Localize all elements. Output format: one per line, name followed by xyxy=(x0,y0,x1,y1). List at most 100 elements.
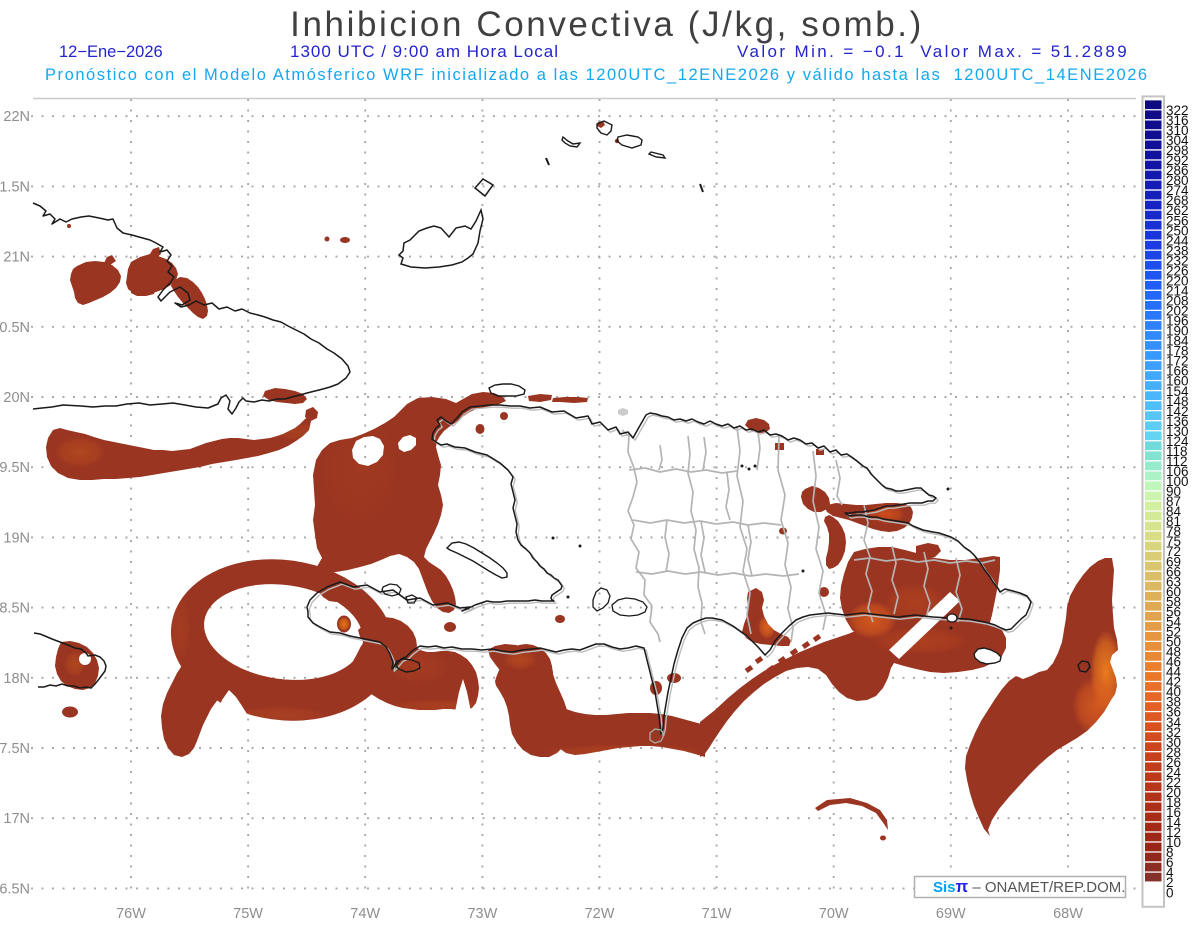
svg-text:220: 220 xyxy=(1166,273,1189,288)
svg-text:274: 274 xyxy=(1166,183,1189,198)
svg-text:316: 316 xyxy=(1166,113,1189,128)
svg-text:298: 298 xyxy=(1166,143,1189,158)
svg-text:12−Ene−2026: 12−Ene−2026 xyxy=(59,43,163,61)
svg-text:28: 28 xyxy=(1166,745,1181,760)
svg-text:32: 32 xyxy=(1166,725,1181,740)
svg-text:304: 304 xyxy=(1166,133,1189,148)
svg-text:124: 124 xyxy=(1166,434,1189,449)
svg-text:166: 166 xyxy=(1166,364,1189,379)
svg-text:214: 214 xyxy=(1166,284,1189,299)
svg-text:69: 69 xyxy=(1166,554,1181,569)
svg-text:0.5N: 0.5N xyxy=(0,320,30,336)
svg-text:20: 20 xyxy=(1166,785,1181,800)
svg-text:46: 46 xyxy=(1166,655,1181,670)
svg-text:Pronóstico con el Modelo Atmós: Pronóstico con el Modelo Atmósferico WRF… xyxy=(45,66,1149,84)
svg-text:6: 6 xyxy=(1166,855,1174,870)
svg-text:172: 172 xyxy=(1166,354,1189,369)
svg-text:18: 18 xyxy=(1166,795,1181,810)
svg-text:262: 262 xyxy=(1166,203,1189,218)
svg-text:14: 14 xyxy=(1166,815,1182,830)
svg-text:63: 63 xyxy=(1166,574,1181,589)
svg-text:196: 196 xyxy=(1166,314,1189,329)
svg-text:256: 256 xyxy=(1166,213,1189,228)
svg-text:6.5N: 6.5N xyxy=(0,881,30,897)
svg-text:4: 4 xyxy=(1166,865,1174,880)
svg-text:52: 52 xyxy=(1166,625,1181,640)
svg-text:1300 UTC / 9:00 am Hora Local: 1300 UTC / 9:00 am Hora Local xyxy=(290,42,559,61)
svg-text:75W: 75W xyxy=(233,906,263,922)
svg-text:70W: 70W xyxy=(819,906,849,922)
svg-text:76W: 76W xyxy=(116,906,146,922)
svg-text:8: 8 xyxy=(1166,845,1174,860)
svg-text:Inhibicion Convectiva (J/kg, s: Inhibicion Convectiva (J/kg, somb.) xyxy=(290,5,924,44)
svg-text:184: 184 xyxy=(1166,334,1189,349)
svg-text:72W: 72W xyxy=(585,906,615,922)
svg-text:81: 81 xyxy=(1166,514,1181,529)
svg-text:292: 292 xyxy=(1166,153,1189,168)
svg-text:130: 130 xyxy=(1166,424,1189,439)
svg-text:54: 54 xyxy=(1166,615,1182,630)
svg-text:30: 30 xyxy=(1166,735,1181,750)
svg-text:7.5N: 7.5N xyxy=(0,741,30,757)
svg-text:118: 118 xyxy=(1166,444,1188,459)
svg-text:17N: 17N xyxy=(3,811,30,827)
svg-text:36: 36 xyxy=(1166,705,1181,720)
svg-text:40: 40 xyxy=(1166,685,1181,700)
svg-text:50: 50 xyxy=(1166,635,1181,650)
svg-text:268: 268 xyxy=(1166,193,1189,208)
svg-text:142: 142 xyxy=(1166,404,1189,419)
svg-text:Valor Min. = −0.1 Valor Max.: Valor Min. = −0.1 Valor Max. = 51.2889 xyxy=(737,42,1129,61)
svg-text:226: 226 xyxy=(1166,263,1189,278)
svg-text:310: 310 xyxy=(1166,123,1189,138)
svg-text:22: 22 xyxy=(1166,775,1181,790)
svg-text:58: 58 xyxy=(1166,594,1181,609)
svg-text:21N: 21N xyxy=(3,250,30,266)
svg-text:1.5N: 1.5N xyxy=(0,179,30,195)
svg-text:160: 160 xyxy=(1166,374,1189,389)
svg-text:9.5N: 9.5N xyxy=(0,460,30,476)
svg-text:178: 178 xyxy=(1166,344,1189,359)
svg-text:148: 148 xyxy=(1166,394,1189,409)
svg-text:Sisπ – ONAMET/REP.DOM.: Sisπ – ONAMET/REP.DOM. xyxy=(933,878,1125,896)
svg-text:56: 56 xyxy=(1166,604,1181,619)
svg-text:68W: 68W xyxy=(1053,906,1083,922)
svg-text:100: 100 xyxy=(1166,474,1189,489)
svg-text:202: 202 xyxy=(1166,304,1189,319)
svg-text:90: 90 xyxy=(1166,484,1181,499)
svg-text:250: 250 xyxy=(1166,223,1189,238)
svg-text:190: 190 xyxy=(1166,324,1189,339)
svg-text:208: 208 xyxy=(1166,294,1189,309)
svg-text:44: 44 xyxy=(1166,665,1182,680)
svg-text:20N: 20N xyxy=(3,390,30,406)
svg-text:24: 24 xyxy=(1166,765,1182,780)
svg-text:87: 87 xyxy=(1166,494,1181,509)
svg-text:71W: 71W xyxy=(702,906,732,922)
svg-text:286: 286 xyxy=(1166,163,1189,178)
svg-text:72: 72 xyxy=(1166,544,1181,559)
svg-text:22N: 22N xyxy=(3,109,30,125)
svg-text:74W: 74W xyxy=(350,906,380,922)
svg-text:19N: 19N xyxy=(3,530,30,546)
svg-text:238: 238 xyxy=(1166,243,1189,258)
svg-text:42: 42 xyxy=(1166,675,1181,690)
svg-text:322: 322 xyxy=(1166,103,1189,118)
svg-text:18N: 18N xyxy=(3,671,30,687)
svg-text:48: 48 xyxy=(1166,645,1181,660)
svg-text:38: 38 xyxy=(1166,695,1181,710)
svg-text:2: 2 xyxy=(1166,875,1174,890)
svg-text:106: 106 xyxy=(1166,464,1189,479)
svg-text:75: 75 xyxy=(1166,534,1181,549)
svg-text:66: 66 xyxy=(1166,564,1181,579)
svg-text:154: 154 xyxy=(1166,384,1189,399)
svg-text:136: 136 xyxy=(1166,414,1189,429)
svg-text:232: 232 xyxy=(1166,253,1189,268)
svg-text:84: 84 xyxy=(1166,504,1182,519)
svg-text:10: 10 xyxy=(1166,835,1181,850)
svg-text:12: 12 xyxy=(1166,825,1181,840)
svg-text:16: 16 xyxy=(1166,805,1181,820)
svg-text:112: 112 xyxy=(1166,454,1188,469)
svg-text:78: 78 xyxy=(1166,524,1181,539)
svg-text:34: 34 xyxy=(1166,715,1182,730)
svg-text:244: 244 xyxy=(1166,233,1189,248)
svg-text:26: 26 xyxy=(1166,755,1181,770)
